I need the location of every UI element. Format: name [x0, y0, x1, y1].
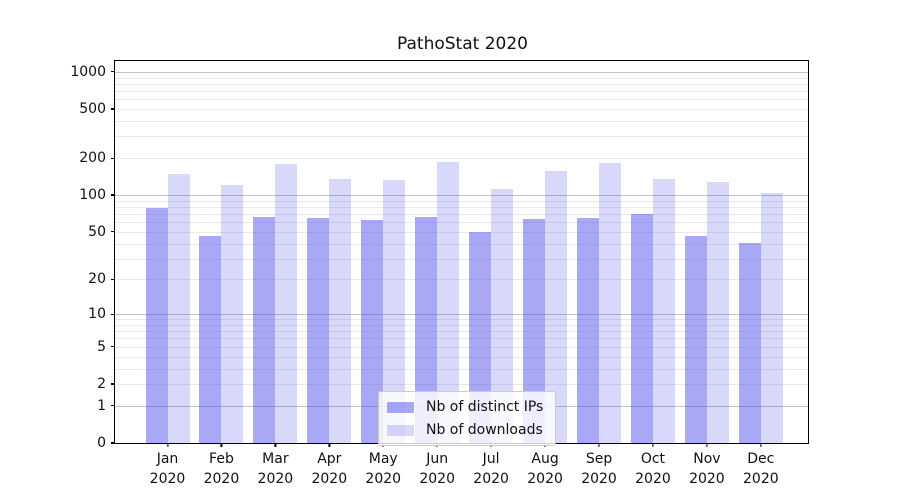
- x-axis-tick: [328, 443, 330, 447]
- bar-distinct-ips: [361, 220, 384, 443]
- x-axis-tick-label: Aug 2020: [527, 450, 563, 489]
- bar-distinct-ips: [415, 216, 438, 443]
- y-axis-tick-label: 500: [79, 101, 106, 118]
- legend-item: Nb of distinct IPs: [387, 399, 543, 415]
- x-axis-tick: [274, 443, 276, 447]
- bar-distinct-ips: [307, 217, 330, 443]
- month-label: Nov: [693, 451, 721, 467]
- x-axis-tick-label: Feb 2020: [204, 450, 240, 489]
- year-label: 2020: [419, 470, 456, 487]
- legend-swatch: [387, 424, 414, 436]
- chart-title: PathoStat 2020: [397, 34, 528, 54]
- bar-downloads: [599, 162, 622, 443]
- bar-distinct-ips: [630, 213, 653, 443]
- bar-downloads: [545, 171, 568, 443]
- bar-distinct-ips: [469, 231, 492, 443]
- month-label: Sep: [585, 451, 613, 467]
- year-label: 2020: [689, 470, 725, 487]
- month-label: Feb: [209, 451, 234, 467]
- x-axis-tick: [760, 443, 762, 447]
- bar-distinct-ips: [145, 208, 168, 443]
- y-axis-tick-label: 1: [97, 397, 106, 414]
- y-axis-tick-label: 5: [97, 338, 106, 355]
- x-axis-tick-label: Dec 2020: [743, 450, 779, 489]
- month-label: Jan: [156, 451, 179, 467]
- x-axis-tick-label: May 2020: [365, 450, 401, 489]
- month-label: Dec: [747, 451, 775, 467]
- bar-downloads: [221, 185, 244, 443]
- x-axis-tick-label: Nov 2020: [689, 450, 725, 489]
- y-axis-tick-label: 100: [79, 187, 106, 204]
- bar-distinct-ips: [199, 236, 222, 443]
- x-axis-tick-label: Jan 2020: [150, 450, 186, 489]
- month-label: Oct: [640, 451, 666, 467]
- legend-item: Nb of downloads: [387, 422, 543, 438]
- x-axis-tick: [166, 443, 169, 447]
- year-label: 2020: [311, 470, 348, 487]
- bar-downloads: [760, 193, 783, 443]
- bar-downloads: [706, 181, 729, 443]
- bar-distinct-ips: [577, 217, 600, 443]
- bar-downloads: [491, 189, 514, 443]
- x-axis-tick: [706, 443, 708, 447]
- x-axis-tick-label: Mar 2020: [258, 450, 294, 489]
- bar-downloads: [167, 173, 190, 443]
- x-axis-tick: [652, 443, 654, 447]
- bar-downloads: [329, 178, 352, 443]
- plot-area: 0 1 2 5 10 20 50 100 200 500 1000 Jan 2020 Feb 2020 Mar…: [70, 60, 809, 487]
- legend-item-label: Nb of distinct IPs: [426, 399, 544, 415]
- legend: Nb of distinct IPs Nb of downloads: [378, 391, 557, 446]
- y-axis-tick-label: 200: [79, 150, 106, 167]
- bars-layer: [115, 61, 808, 443]
- month-label: Apr: [317, 451, 342, 467]
- year-label: 2020: [203, 470, 240, 487]
- bar-distinct-ips: [684, 236, 707, 443]
- y-axis-tick-label: 2: [97, 375, 106, 392]
- bar-downloads: [383, 180, 406, 443]
- legend-item-label: Nb of downloads: [426, 422, 543, 438]
- bar-downloads: [437, 162, 460, 443]
- month-label: May: [368, 451, 398, 467]
- bar-distinct-ips: [523, 219, 546, 443]
- bar-distinct-ips: [738, 242, 761, 443]
- y-axis-tick-label: 0: [97, 435, 106, 451]
- x-axis-tick: [598, 443, 600, 447]
- year-label: 2020: [527, 470, 563, 487]
- month-label: Aug: [531, 451, 559, 467]
- year-label: 2020: [581, 470, 617, 487]
- x-axis-tick-label: Sep 2020: [581, 450, 617, 489]
- x-axis-tick-label: Jun 2020: [419, 450, 455, 489]
- x-axis-tick-label: Jul 2020: [473, 450, 509, 489]
- y-axis-tick-label: 10: [88, 306, 106, 323]
- x-axis-tick-label: Apr 2020: [311, 450, 347, 489]
- y-axis-tick-label: 50: [88, 223, 106, 240]
- legend-swatch: [387, 401, 414, 413]
- bar-distinct-ips: [253, 216, 276, 443]
- bar-downloads: [652, 178, 675, 443]
- year-label: 2020: [635, 470, 671, 487]
- month-label: Mar: [262, 451, 289, 467]
- y-axis-tick-label: 20: [88, 271, 106, 288]
- year-label: 2020: [365, 470, 402, 487]
- y-axis-tick-label: 1000: [70, 63, 106, 80]
- month-label: Jun: [426, 451, 449, 467]
- bar-downloads: [275, 163, 298, 443]
- year-label: 2020: [743, 470, 779, 487]
- year-label: 2020: [257, 470, 294, 487]
- x-axis-tick-label: Oct 2020: [635, 450, 671, 489]
- x-axis-tick: [220, 443, 223, 447]
- month-label: Jul: [482, 451, 500, 467]
- year-label: 2020: [149, 470, 186, 487]
- year-label: 2020: [473, 470, 509, 487]
